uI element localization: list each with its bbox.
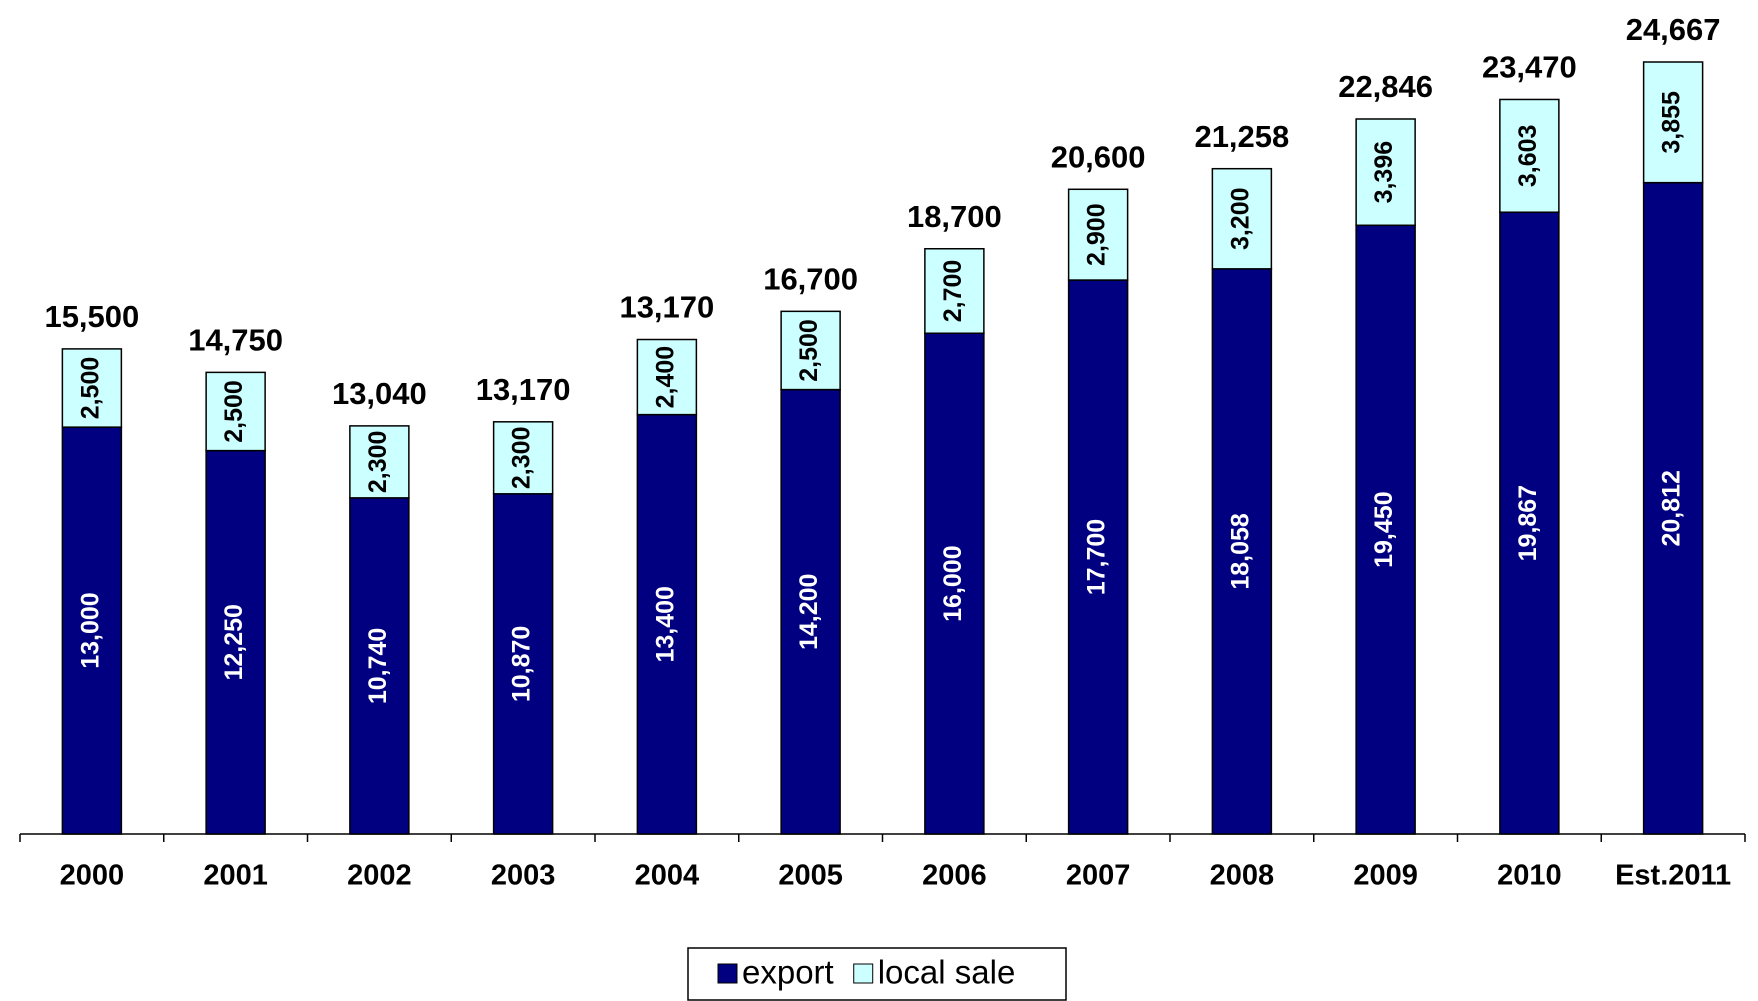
segment-label: 13,000	[76, 592, 104, 668]
bar-segment	[780, 310, 841, 391]
x-tick-label: 2006	[922, 860, 987, 892]
total-label: 22,846	[1338, 69, 1433, 104]
bar-segment	[1067, 279, 1129, 835]
segment-label: 2,300	[508, 427, 536, 490]
total-label: 13,170	[619, 290, 714, 325]
total-label: 18,700	[907, 199, 1002, 234]
x-tick-label: 2002	[347, 860, 412, 892]
segment-label: 3,855	[1658, 91, 1686, 154]
segment-label: 13,400	[651, 586, 679, 662]
bar-segment	[924, 247, 985, 335]
bar-segment	[349, 425, 410, 499]
bar-segment	[1355, 224, 1416, 835]
total-label: 13,040	[332, 376, 427, 411]
bar-segment	[1211, 167, 1273, 270]
bar-segment	[1499, 98, 1560, 213]
bar-segment	[492, 421, 554, 495]
x-tick-label: 2000	[60, 860, 125, 892]
x-tick-label: 2001	[203, 860, 268, 892]
segment-label: 10,870	[508, 626, 536, 702]
segment-label: 20,812	[1658, 470, 1686, 546]
segment-label: 3,603	[1514, 125, 1542, 188]
segment-label: 16,000	[939, 545, 967, 621]
x-tick-label: 2007	[1066, 860, 1131, 892]
segment-label: 3,200	[1226, 187, 1254, 250]
total-label: 20,600	[1051, 139, 1146, 174]
bar-segment	[780, 388, 841, 835]
legend-box	[687, 947, 1067, 1001]
segment-label: 19,450	[1370, 491, 1398, 567]
bar-segment	[924, 332, 985, 835]
bar-segment	[61, 348, 123, 428]
segment-label: 17,700	[1083, 519, 1111, 595]
segment-label: 2,900	[1083, 203, 1111, 266]
bar-segment	[1355, 118, 1416, 227]
legend-label: export	[742, 954, 834, 991]
total-label: 16,700	[763, 262, 858, 297]
total-label: 23,470	[1482, 50, 1577, 85]
bar-segment	[61, 426, 123, 835]
segment-label: 12,250	[220, 604, 248, 680]
legend-swatch	[717, 963, 738, 984]
bar-segment	[636, 338, 698, 416]
x-tick-label: 2008	[1210, 860, 1275, 892]
bar-segment	[1642, 181, 1704, 835]
bar-segment	[205, 449, 266, 835]
legend: export local sale	[687, 947, 1067, 1001]
segment-label: 2,700	[939, 260, 967, 323]
x-tick-label: 2010	[1497, 860, 1562, 892]
segment-label: 18,058	[1226, 513, 1254, 590]
bar-segment	[636, 413, 698, 835]
total-label: 14,750	[188, 323, 283, 358]
segment-label: 2,300	[364, 431, 392, 494]
total-label: 15,500	[44, 299, 139, 334]
total-label: 21,258	[1194, 119, 1289, 154]
legend-label: local sale	[878, 954, 1016, 991]
bar-segment	[1642, 61, 1704, 184]
total-label: 24,667	[1626, 12, 1721, 47]
x-tick-label: Est.2011	[1615, 860, 1731, 892]
segment-label: 14,200	[795, 574, 823, 650]
bar-segment	[1067, 188, 1129, 281]
segment-label: 2,500	[76, 357, 104, 420]
x-tick-label: 2003	[491, 860, 556, 892]
x-tick-label: 2005	[778, 860, 843, 892]
segment-label: 2,500	[795, 319, 823, 382]
bar-segment	[492, 493, 554, 835]
segment-label: 19,867	[1514, 485, 1542, 561]
segment-label: 3,396	[1370, 141, 1398, 204]
segment-label: 10,740	[364, 628, 392, 704]
bar-segment	[205, 371, 266, 452]
bar-segment	[1211, 268, 1273, 835]
segment-label: 2,500	[220, 380, 248, 443]
segment-label: 2,400	[651, 346, 679, 409]
legend-swatch	[853, 963, 874, 984]
bar-segment	[349, 497, 410, 835]
x-tick-label: 2009	[1353, 860, 1418, 892]
x-tick-label: 2004	[635, 860, 700, 892]
total-label: 13,170	[476, 372, 571, 407]
